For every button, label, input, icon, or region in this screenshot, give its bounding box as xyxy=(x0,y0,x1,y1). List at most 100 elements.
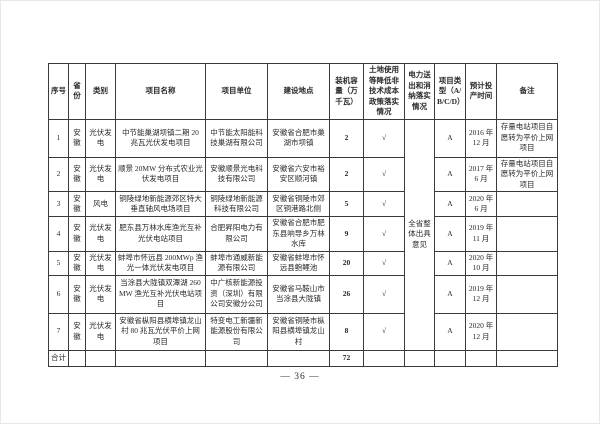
cell-land-policy-check: √ xyxy=(363,216,405,252)
cell-land-policy-check: √ xyxy=(363,156,405,192)
table-header-row: 序号 省份 类别 项目名称 项目单位 建设地点 装机容量（万千瓦） 土地使用等降… xyxy=(48,63,558,120)
header-project-name: 项目名称 xyxy=(115,63,206,120)
cell-remarks xyxy=(496,312,558,351)
cell-grid-connection-merged: 全省整体出具意见 xyxy=(404,118,435,351)
cell-empty xyxy=(434,349,466,367)
header-capacity: 装机容量（万千瓦） xyxy=(329,63,364,120)
cell-project-unit: 中广核新能源投资（深圳）有限公司安徽分公司 xyxy=(205,274,268,314)
cell-project-name: 安徽省枞阳县横埠镇龙山村 80 兆瓦光伏平价上网项目 xyxy=(115,312,206,351)
cell-seq: 2 xyxy=(48,156,69,192)
cell-location: 安徽省合肥市肥东县响导乡万林水库 xyxy=(267,216,330,252)
cell-category: 光伏发电 xyxy=(85,216,116,252)
cell-capacity: 20 xyxy=(329,250,364,276)
page-number: — 36 — xyxy=(280,372,320,382)
cell-location: 安徽省合肥市巢湖市坝镇 xyxy=(267,118,330,158)
cell-project-name: 顺景 20MW 分布式农业光伏发电项目 xyxy=(115,156,206,192)
cell-project-name: 铜陵绿地新能源郊区特大垂直轴风电场项目 xyxy=(115,191,206,217)
header-project-unit: 项目单位 xyxy=(205,63,268,120)
table-row: 1 安徽 光伏发电 中节能巢湖坝镇二期 20 兆瓦光伏发电项目 中节能太阳能科技… xyxy=(48,118,558,351)
cell-project-type: A xyxy=(434,216,466,252)
cell-commission-date: 2020 年 10 月 xyxy=(465,250,497,276)
cell-province: 安徽 xyxy=(68,156,86,192)
header-grid-connection: 电力送出和消纳落实情况 xyxy=(404,63,435,120)
cell-seq: 3 xyxy=(48,191,69,217)
cell-seq: 7 xyxy=(48,312,69,351)
table-total-row: 合计 72 xyxy=(48,349,558,367)
cell-remarks: 存量电站项目自愿转为平价上网项目 xyxy=(496,156,558,192)
cell-capacity: 2 xyxy=(329,118,364,158)
cell-total-capacity: 72 xyxy=(329,349,364,367)
cell-location: 安徽省铜陵市郊区铜港路北侧 xyxy=(267,191,330,217)
cell-province: 安徽 xyxy=(68,274,86,314)
cell-location: 安徽省六安市裕安区顺河镇 xyxy=(267,156,330,192)
cell-land-policy-check: √ xyxy=(363,274,405,314)
table-row: 2 安徽 光伏发电 顺景 20MW 分布式农业光伏发电项目 安徽顺景光电科技有限… xyxy=(48,156,558,192)
cell-province: 安徽 xyxy=(68,312,86,351)
cell-empty xyxy=(68,349,86,367)
cell-project-type: A xyxy=(434,274,466,314)
cell-empty xyxy=(496,349,558,367)
cell-project-unit: 中节能太阳能科技巢湖有限公司 xyxy=(205,118,268,158)
cell-location: 安徽省蚌埠市怀远县鲍鲤池 xyxy=(267,250,330,276)
cell-location: 安徽省马鞍山市当涂县大陇镇 xyxy=(267,274,330,314)
header-remarks: 备注 xyxy=(496,63,558,120)
cell-commission-date: 2020 年 12 月 xyxy=(465,312,497,351)
cell-project-name: 当涂县大陇镇双潭湖 260MW 渔光互补光伏电站项目 xyxy=(115,274,206,314)
cell-project-type: A xyxy=(434,250,466,276)
cell-project-name: 肥东县万林水库渔光互补光伏电站项目 xyxy=(115,216,206,252)
table-row: 7 安徽 光伏发电 安徽省枞阳县横埠镇龙山村 80 兆瓦光伏平价上网项目 特变电… xyxy=(48,312,558,351)
cell-project-name: 蚌埠市怀远县 200MWp 渔光一体光伏发电项目 xyxy=(115,250,206,276)
cell-total-label: 合计 xyxy=(48,349,69,367)
cell-remarks xyxy=(496,216,558,252)
cell-project-type: A xyxy=(434,118,466,158)
projects-table: 序号 省份 类别 项目名称 项目单位 建设地点 装机容量（万千瓦） 土地使用等降… xyxy=(48,63,558,367)
cell-remarks: 存量电站项目自愿转为平价上网项目 xyxy=(496,118,558,158)
cell-seq: 1 xyxy=(48,118,69,158)
cell-category: 光伏发电 xyxy=(85,156,116,192)
cell-remarks xyxy=(496,191,558,217)
table-row: 4 安徽 光伏发电 肥东县万林水库渔光互补光伏电站项目 合肥昇阳电力有限公司 安… xyxy=(48,216,558,252)
cell-empty xyxy=(115,349,206,367)
cell-project-name: 中节能巢湖坝镇二期 20 兆瓦光伏发电项目 xyxy=(115,118,206,158)
header-land-policy: 土地使用等降低非技术成本政策落实情况 xyxy=(363,63,405,120)
cell-empty xyxy=(267,349,330,367)
cell-project-unit: 铜陵绿地新能源科技有限公司 xyxy=(205,191,268,217)
cell-empty xyxy=(363,349,405,367)
cell-category: 风电 xyxy=(85,191,116,217)
cell-land-policy-check: √ xyxy=(363,191,405,217)
cell-province: 安徽 xyxy=(68,250,86,276)
cell-commission-date: 2017 年 6 月 xyxy=(465,156,497,192)
cell-project-unit: 特变电工新疆新能源股份有限公司 xyxy=(205,312,268,351)
cell-project-type: A xyxy=(434,191,466,217)
cell-empty xyxy=(205,349,268,367)
cell-capacity: 5 xyxy=(329,191,364,217)
cell-capacity: 2 xyxy=(329,156,364,192)
cell-seq: 6 xyxy=(48,274,69,314)
table-row: 6 安徽 光伏发电 当涂县大陇镇双潭湖 260MW 渔光互补光伏电站项目 中广核… xyxy=(48,274,558,314)
cell-empty xyxy=(404,349,435,367)
cell-category: 光伏发电 xyxy=(85,274,116,314)
cell-project-unit: 蚌埠市通威新能源有限公司 xyxy=(205,250,268,276)
header-commission-date: 预计投产时间 xyxy=(465,63,497,120)
cell-remarks xyxy=(496,274,558,314)
cell-land-policy-check: √ xyxy=(363,250,405,276)
cell-project-unit: 安徽顺景光电科技有限公司 xyxy=(205,156,268,192)
cell-commission-date: 2016 年 12 月 xyxy=(465,118,497,158)
cell-land-policy-check: √ xyxy=(363,312,405,351)
cell-category: 光伏发电 xyxy=(85,118,116,158)
header-location: 建设地点 xyxy=(267,63,330,120)
cell-province: 安徽 xyxy=(68,191,86,217)
cell-project-type: A xyxy=(434,156,466,192)
header-category: 类别 xyxy=(85,63,116,120)
cell-commission-date: 2020 年 6 月 xyxy=(465,191,497,217)
header-seq: 序号 xyxy=(48,63,69,120)
table-row: 5 安徽 光伏发电 蚌埠市怀远县 200MWp 渔光一体光伏发电项目 蚌埠市通威… xyxy=(48,250,558,276)
cell-category: 光伏发电 xyxy=(85,250,116,276)
cell-seq: 5 xyxy=(48,250,69,276)
cell-land-policy-check: √ xyxy=(363,118,405,158)
header-province: 省份 xyxy=(68,63,86,120)
cell-project-unit: 合肥昇阳电力有限公司 xyxy=(205,216,268,252)
table-row: 3 安徽 风电 铜陵绿地新能源郊区特大垂直轴风电场项目 铜陵绿地新能源科技有限公… xyxy=(48,191,558,217)
cell-capacity: 26 xyxy=(329,274,364,314)
